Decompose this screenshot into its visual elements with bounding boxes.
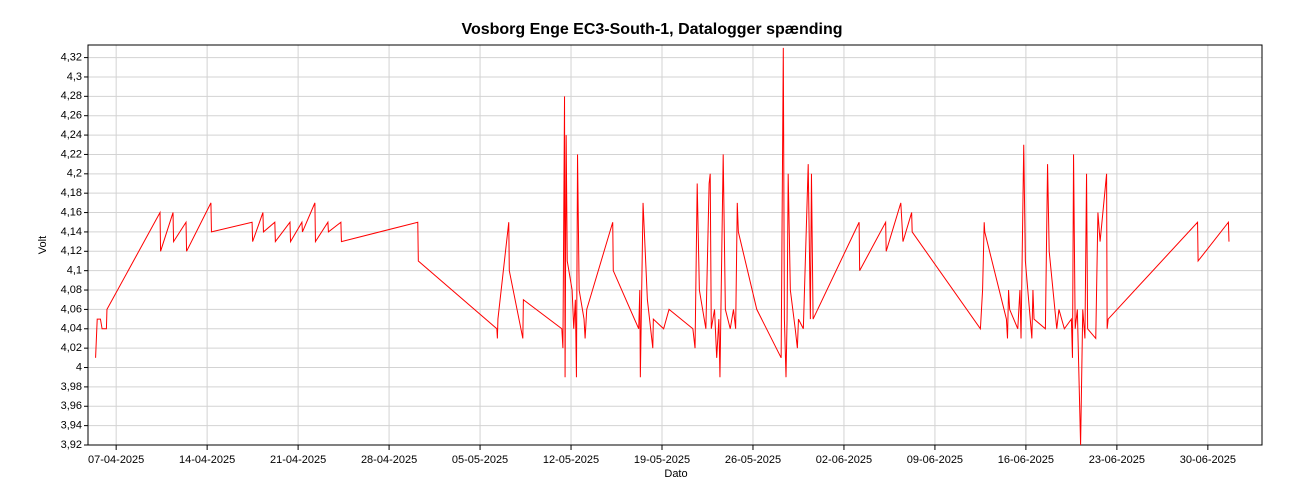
y-tick-label: 3,94 bbox=[61, 420, 82, 432]
x-tick-label: 09-06-2025 bbox=[907, 454, 963, 466]
y-tick-label: 4,2 bbox=[67, 168, 82, 180]
x-tick-label: 23-06-2025 bbox=[1089, 454, 1145, 466]
x-tick-label: 16-06-2025 bbox=[998, 454, 1054, 466]
x-tick-label: 19-05-2025 bbox=[634, 454, 690, 466]
chart-title: Vosborg Enge EC3-South-1, Datalogger spæ… bbox=[461, 21, 842, 38]
y-tick-label: 4,08 bbox=[61, 284, 82, 296]
y-tick-label: 3,96 bbox=[61, 400, 82, 412]
x-tick-label: 30-06-2025 bbox=[1180, 454, 1236, 466]
y-tick-label: 4,26 bbox=[61, 110, 82, 122]
y-tick-label: 4,24 bbox=[61, 129, 82, 141]
x-tick-label: 26-05-2025 bbox=[725, 454, 781, 466]
x-tick-label: 14-04-2025 bbox=[179, 454, 235, 466]
y-tick-label: 4,12 bbox=[61, 245, 82, 257]
x-tick-label: 05-05-2025 bbox=[452, 454, 508, 466]
y-tick-label: 4,3 bbox=[67, 71, 82, 83]
x-tick-label: 28-04-2025 bbox=[361, 454, 417, 466]
y-tick-label: 4,02 bbox=[61, 342, 82, 354]
y-tick-label: 4,28 bbox=[61, 90, 82, 102]
y-tick-label: 4,14 bbox=[61, 226, 82, 238]
y-tick-label: 4,04 bbox=[61, 323, 82, 335]
y-tick-label: 4,06 bbox=[61, 303, 82, 315]
y-tick-label: 4,1 bbox=[67, 265, 82, 277]
y-tick-label: 4 bbox=[76, 361, 82, 373]
y-tick-label: 4,16 bbox=[61, 206, 82, 218]
y-tick-label: 3,92 bbox=[61, 439, 82, 451]
y-axis-label: Volt bbox=[37, 236, 49, 254]
x-axis-label: Dato bbox=[664, 468, 687, 480]
y-tick-label: 4,18 bbox=[61, 187, 82, 199]
y-tick-label: 3,98 bbox=[61, 381, 82, 393]
data-line bbox=[95, 47, 1230, 445]
y-tick-label: 4,32 bbox=[61, 51, 82, 63]
x-tick-label: 12-05-2025 bbox=[543, 454, 599, 466]
x-tick-label: 02-06-2025 bbox=[816, 454, 872, 466]
plot-frame bbox=[87, 44, 1263, 446]
x-tick-label: 21-04-2025 bbox=[270, 454, 326, 466]
x-tick-label: 07-04-2025 bbox=[88, 454, 144, 466]
y-tick-label: 4,22 bbox=[61, 148, 82, 160]
